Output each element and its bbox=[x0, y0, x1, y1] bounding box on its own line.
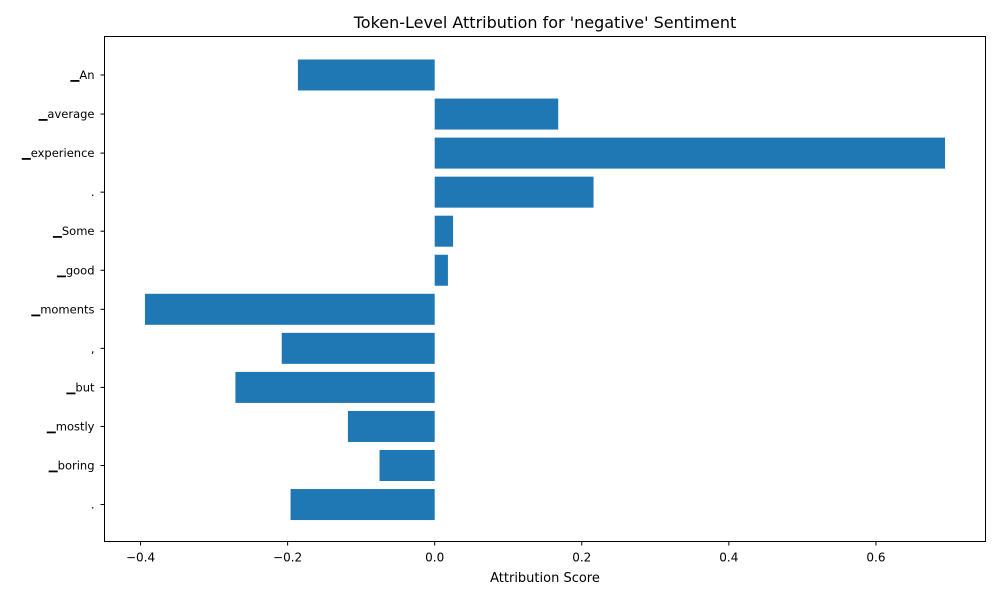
bar bbox=[235, 371, 435, 403]
y-tick-label: . bbox=[91, 185, 95, 199]
chart-title: Token-Level Attribution for 'negative' S… bbox=[353, 13, 737, 32]
y-tick-label: ▁but bbox=[66, 380, 95, 394]
bar bbox=[347, 410, 435, 442]
bar bbox=[281, 332, 435, 364]
x-tick-label: 0.6 bbox=[866, 551, 885, 565]
bar bbox=[434, 176, 594, 208]
x-tick-label: 0.0 bbox=[425, 551, 444, 565]
x-tick-label: 0.2 bbox=[572, 551, 591, 565]
bar bbox=[434, 254, 448, 286]
y-tick-label: ▁average bbox=[38, 107, 95, 121]
y-tick-label: ▁mostly bbox=[46, 419, 95, 433]
y-tick-label: . bbox=[91, 498, 95, 512]
bar bbox=[434, 215, 454, 247]
x-axis-label: Attribution Score bbox=[490, 571, 600, 586]
x-tick-label: −0.2 bbox=[273, 551, 302, 565]
plot-frame bbox=[104, 36, 986, 542]
bar bbox=[290, 489, 435, 521]
bar bbox=[434, 98, 559, 130]
y-tick-label: , bbox=[91, 341, 95, 355]
y-axis-ticks: ▁An ▁average ▁experience. ▁Some ▁good ▁moment… bbox=[21, 68, 105, 512]
y-tick-label: ▁An bbox=[70, 68, 95, 82]
bars-group bbox=[144, 59, 946, 521]
x-tick-label: 0.4 bbox=[719, 551, 738, 565]
y-tick-label: ▁Some bbox=[52, 224, 94, 238]
x-tick-label: −0.4 bbox=[126, 551, 155, 565]
bar bbox=[434, 137, 946, 169]
y-tick-label: ▁boring bbox=[48, 459, 95, 473]
y-tick-label: ▁experience bbox=[21, 146, 95, 160]
bar bbox=[297, 59, 435, 91]
x-axis-ticks: −0.4 −0.2 0.0 0.2 0.4 0.6 bbox=[126, 541, 885, 565]
bar bbox=[379, 450, 435, 481]
y-tick-label: ▁moments bbox=[30, 302, 94, 316]
bar bbox=[144, 293, 435, 325]
y-tick-label: ▁good bbox=[56, 263, 95, 277]
